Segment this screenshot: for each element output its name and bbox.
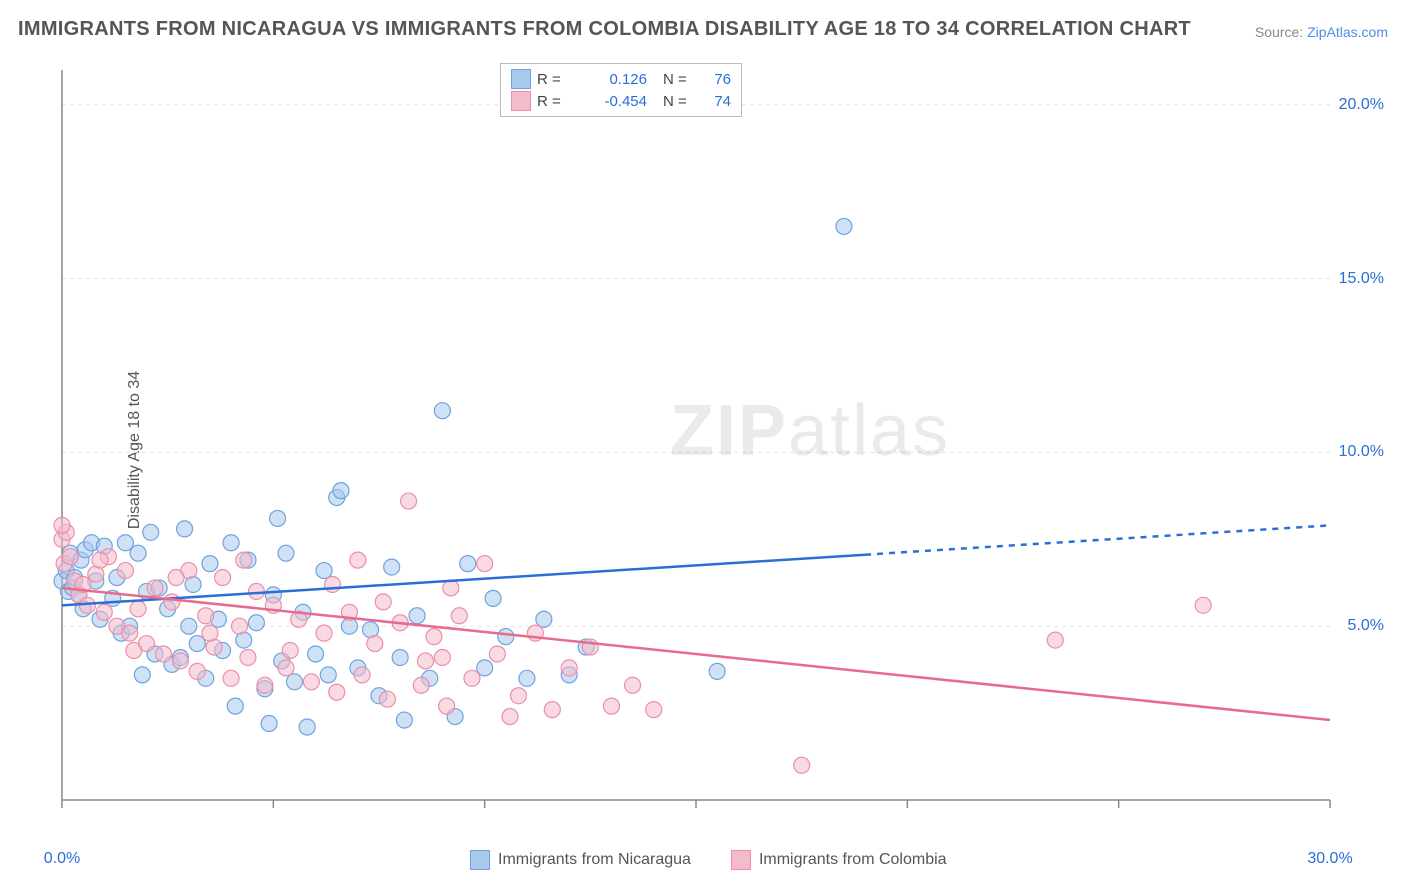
source-label: Source: — [1255, 24, 1303, 40]
legend-label-nicaragua: Immigrants from Nicaragua — [498, 851, 691, 869]
y-tick-label: 10.0% — [1339, 443, 1384, 461]
swatch-colombia — [511, 91, 531, 111]
legend-label-colombia: Immigrants from Colombia — [759, 851, 947, 869]
plot-area: Disability Age 18 to 34 ZIPatlas R = 0.1… — [50, 60, 1390, 840]
legend-bottom: Immigrants from Nicaragua Immigrants fro… — [470, 850, 947, 870]
swatch-colombia — [731, 850, 751, 870]
x-tick-label: 0.0% — [44, 850, 80, 868]
swatch-nicaragua — [470, 850, 490, 870]
legend-item-colombia: Immigrants from Colombia — [731, 850, 947, 870]
r-label: R = — [537, 71, 571, 88]
n-value-colombia: 74 — [701, 93, 731, 110]
legend-item-nicaragua: Immigrants from Nicaragua — [470, 850, 691, 870]
n-value-nicaragua: 76 — [701, 71, 731, 88]
legend-row-nicaragua: R = 0.126 N = 76 — [511, 68, 731, 90]
legend-row-colombia: R = -0.454 N = 74 — [511, 90, 731, 112]
chart-title: IMMIGRANTS FROM NICARAGUA VS IMMIGRANTS … — [18, 18, 1191, 41]
n-label: N = — [663, 71, 695, 88]
y-tick-label: 15.0% — [1339, 270, 1384, 288]
r-label: R = — [537, 93, 571, 110]
y-tick-label: 5.0% — [1348, 617, 1384, 635]
r-value-nicaragua: 0.126 — [577, 71, 647, 88]
y-tick-label: 20.0% — [1339, 96, 1384, 114]
r-value-colombia: -0.454 — [577, 93, 647, 110]
n-label: N = — [663, 93, 695, 110]
x-tick-label: 30.0% — [1307, 850, 1352, 868]
legend-correlation-box: R = 0.126 N = 76 R = -0.454 N = 74 — [500, 63, 742, 117]
source-link[interactable]: ZipAtlas.com — [1307, 24, 1388, 40]
chart-svg — [50, 60, 1390, 840]
swatch-nicaragua — [511, 69, 531, 89]
source-attribution: Source: ZipAtlas.com — [1255, 24, 1388, 40]
